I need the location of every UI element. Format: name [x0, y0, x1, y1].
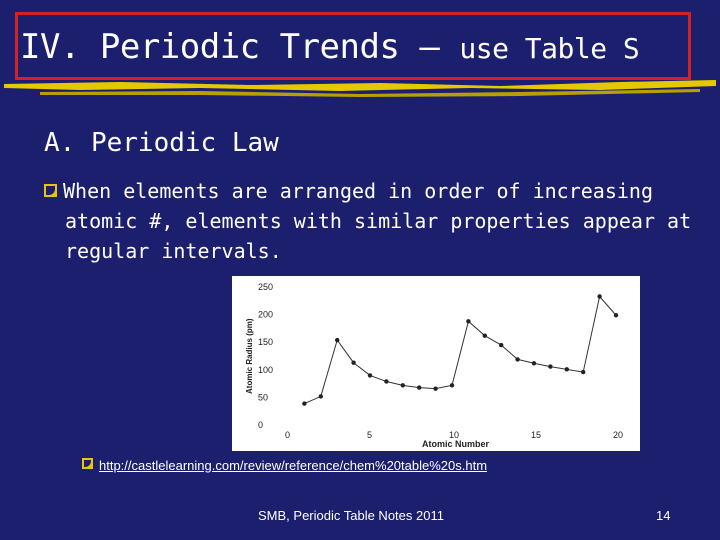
x-tick-label: 10: [449, 430, 459, 440]
series-line: [304, 295, 617, 405]
data-point: [351, 360, 356, 365]
data-point: [466, 319, 471, 324]
atomic-radius-chart: 0 50 100 150 200 250 0 5 10 15 20 Atomic Number Atom…: [232, 276, 640, 451]
data-point: [318, 394, 323, 399]
q-square-bullet-icon: [44, 184, 57, 197]
y-tick-label: 100: [258, 365, 273, 375]
y-tick-label: 50: [258, 392, 268, 402]
data-point: [597, 294, 602, 299]
y-tick-label: 0: [258, 420, 263, 430]
data-point: [548, 364, 553, 369]
page-number: 14: [656, 508, 671, 523]
title-main: IV. Periodic Trends: [20, 27, 400, 67]
q-square-bullet-icon: [82, 458, 93, 469]
data-point: [384, 379, 389, 384]
data-point: [302, 401, 307, 406]
title-dash: –: [399, 27, 460, 67]
data-point: [335, 337, 340, 343]
bullet-line-1: When elements are arranged in order of i…: [63, 179, 654, 203]
data-point: [400, 383, 405, 388]
chart-svg: 0 50 100 150 200 250 0 5 10 15 20 Atomic Number Atom…: [245, 282, 623, 449]
title-frame: [15, 12, 691, 80]
data-point: [449, 383, 455, 388]
data-point: [581, 369, 586, 375]
data-point: [499, 342, 504, 348]
title-tail: use Table S: [459, 32, 640, 65]
bullet-line-3: regular intervals.: [65, 239, 282, 263]
data-point: [613, 313, 619, 318]
footer-text: SMB, Periodic Table Notes 2011: [258, 508, 444, 523]
data-point: [367, 373, 373, 378]
y-tick-label: 200: [258, 310, 273, 320]
x-axis-label: Atomic Number: [422, 439, 490, 449]
reference-link[interactable]: http://castlelearning.com/review/referen…: [99, 458, 488, 473]
reference-link-row: http://castlelearning.com/review/referen…: [82, 458, 487, 473]
slide-title: IV. Periodic Trends – use Table S: [20, 27, 640, 67]
x-tick-label: 5: [367, 430, 372, 440]
data-point: [433, 386, 438, 391]
data-point: [482, 333, 487, 338]
x-tick-label: 20: [613, 430, 623, 440]
x-tick-label: 15: [531, 430, 541, 440]
y-tick-label: 150: [258, 337, 273, 347]
x-tick-label: 0: [285, 430, 290, 440]
y-axis-label: Atomic Radius (pm): [245, 318, 254, 394]
data-point: [531, 361, 537, 366]
title-underline-stroke: [4, 80, 716, 97]
bullet-periodic-law: When elements are arranged in order of i…: [44, 176, 694, 266]
data-point: [515, 357, 520, 362]
data-point: [417, 385, 422, 390]
data-point: [564, 367, 569, 372]
bullet-line-2: atomic #, elements with similar properti…: [65, 209, 692, 233]
section-heading: A. Periodic Law: [44, 128, 279, 158]
y-tick-label: 250: [258, 282, 273, 292]
